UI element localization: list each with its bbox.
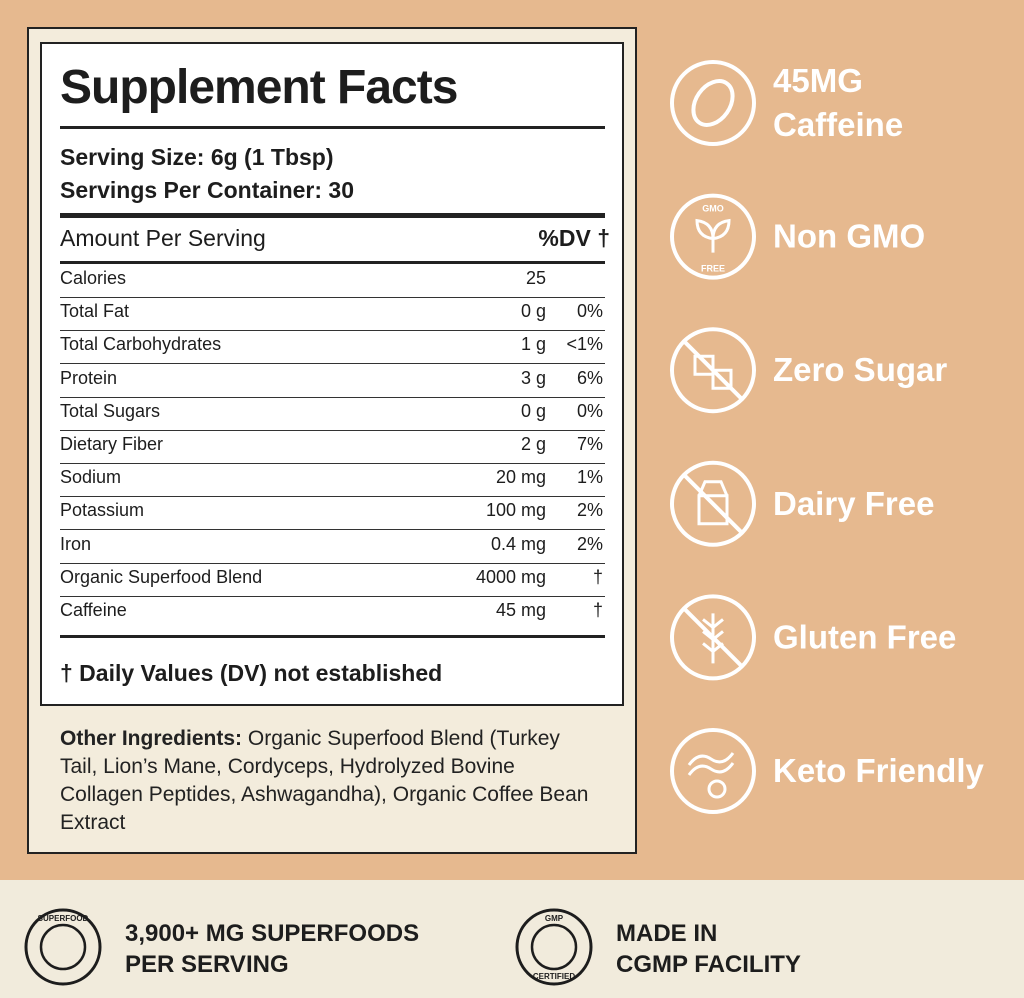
dv-header: %DV † [538,225,610,251]
footnote: † Daily Values (DV) not established [60,660,443,686]
footer-icon-inner [530,923,578,971]
row-amount: 4000 mg [475,566,546,587]
row-name: Sodium [60,467,122,488]
bean [691,79,735,127]
row-amount: 100 mg [485,500,546,521]
row-amount: 0.4 mg [490,533,546,554]
badge-label: Non GMO [773,218,925,255]
row-amount: 25 [525,268,546,288]
footer-label: CGMP FACILITY [616,951,801,978]
badge-label: Gluten Free [773,618,956,655]
rule [60,213,605,218]
bacon-avocado [687,752,735,776]
footer-icon-inner [39,923,87,971]
facts-label [40,42,624,706]
row-name: Calories [60,268,127,288]
footer-bar [0,880,1024,998]
badge-label: Dairy Free [773,485,934,522]
row-line [60,363,605,365]
row-line [60,529,605,531]
leaf [695,218,731,253]
badge-icon [670,327,756,414]
row-line [60,496,605,498]
row-line [60,330,605,332]
row-dv: 0% [576,400,603,421]
strike [682,473,744,535]
icon-text: GMO [702,204,724,214]
row-amount: 2 g [520,434,546,454]
badge-icon [670,60,756,146]
row-line [60,297,605,298]
rule [60,635,605,638]
badge-label: Keto Friendly [773,752,985,789]
badge-label: 45MG [773,62,863,99]
footer-label: MADE IN [616,920,717,947]
strike [682,606,744,668]
badge-icon [670,193,756,280]
avocado [707,779,727,799]
row-dv: † [592,566,603,587]
row-name: Total Sugars [60,400,161,421]
badge-label: Caffeine [773,106,903,143]
badge-icon [670,594,756,681]
icon-text: FREE [701,264,725,274]
row-name: Organic Superfood Blend [60,566,263,587]
footer-label: PER SERVING [125,951,289,978]
row-amount: 1 g [520,334,546,355]
badge-icon [670,460,756,547]
icon-text: CERTIFIED [533,972,575,981]
serving-size: Serving Size: 6g (1 Tbsp) [60,144,334,170]
row-dv: 1% [576,467,603,488]
row-amount: 3 g [520,367,546,388]
badge-icon [670,728,756,814]
rule [60,126,605,129]
row-line [60,396,605,398]
row-name: Total Fat [60,301,130,322]
row-dv: 2% [576,500,603,521]
row-dv: 2% [576,533,603,554]
row-dv: <1% [566,334,603,355]
row-amount: 45 mg [495,600,546,620]
carton [697,480,729,526]
row-line [60,562,605,564]
row-line [60,595,605,597]
row-name: Caffeine [60,600,127,620]
row-name: Iron [60,533,92,554]
servings-per-container: Servings Per Container: 30 [60,177,354,203]
row-dv: 7% [576,434,603,454]
ingredients-label: Other Ingredients: [60,727,243,750]
ingredients: Other Ingredients: Organic Superfood Ble… [60,725,600,837]
icon-text: SUPERFOOD [38,914,89,923]
row-name: Total Carbohydrates [60,334,222,355]
row-dv: 6% [576,367,603,388]
row-name: Dietary Fiber [60,434,164,454]
ingredients-text: Organic Superfood Blend (Turkey Tail, Li… [60,727,589,834]
icon-text: GMP [545,914,564,923]
row-line [60,463,605,464]
rule [60,261,605,264]
row-dv: † [592,600,603,620]
row-amount: 20 mg [495,467,546,488]
footer-icon [515,908,593,986]
row-amount: 0 g [520,301,546,322]
badge-label: Zero Sugar [773,351,947,388]
strike [682,339,744,401]
row-name: Potassium [60,500,145,521]
row-line [60,429,605,431]
amount-header: Amount Per Serving [60,225,266,251]
facts-title: Supplement Facts [60,61,458,114]
row-name: Protein [60,367,118,388]
footer-icon [24,908,102,986]
footer-label: 3,900+ MG SUPERFOODS [125,920,419,947]
row-dv: 0% [576,301,603,322]
row-amount: 0 g [520,400,546,421]
